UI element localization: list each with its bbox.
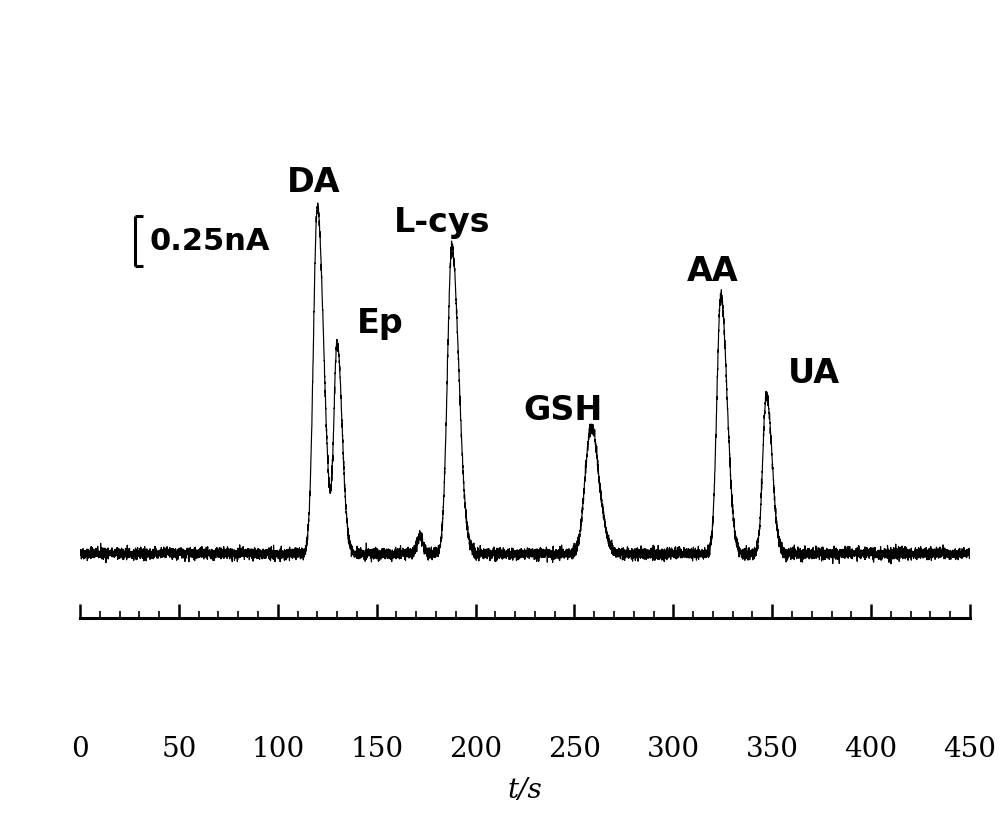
Text: DA: DA [287,166,340,199]
Text: AA: AA [687,255,739,288]
Text: L-cys: L-cys [394,206,490,239]
X-axis label: t/s: t/s [508,776,542,803]
Text: GSH: GSH [523,394,602,427]
Text: UA: UA [788,357,840,390]
Text: Ep: Ep [357,307,404,340]
Text: 0.25nA: 0.25nA [149,227,270,255]
